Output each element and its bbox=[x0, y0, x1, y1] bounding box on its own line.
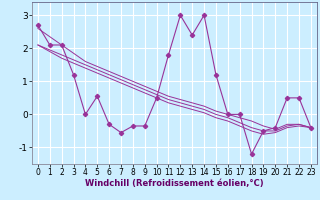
X-axis label: Windchill (Refroidissement éolien,°C): Windchill (Refroidissement éolien,°C) bbox=[85, 179, 264, 188]
